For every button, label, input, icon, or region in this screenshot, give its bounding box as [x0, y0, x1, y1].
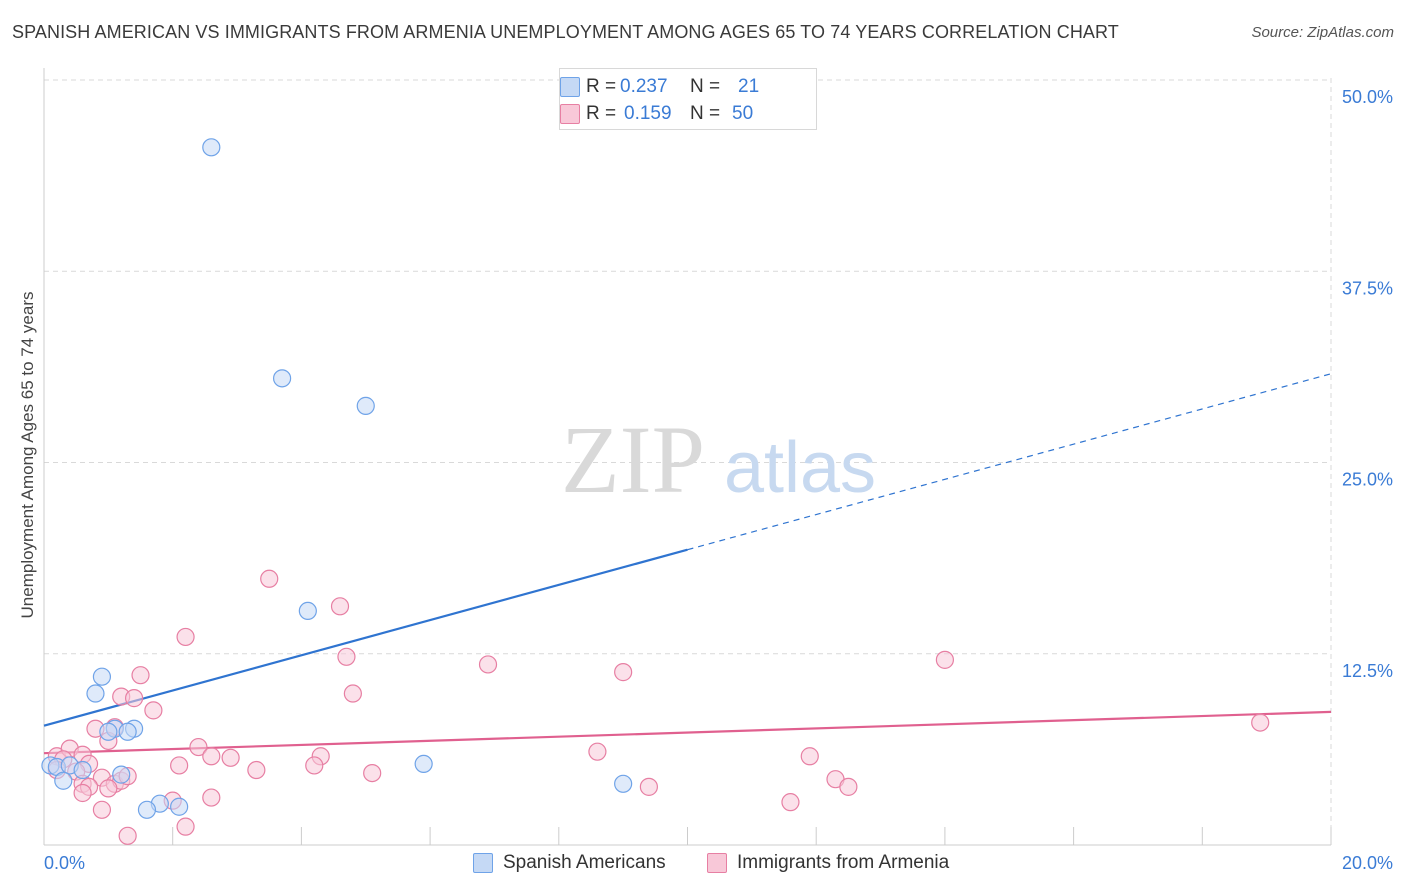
- stats-row-spanish-americans: R = 0.237 N = 21: [560, 75, 760, 99]
- point-immigrants-armenia: [614, 663, 633, 682]
- point-spanish-americans: [118, 722, 137, 741]
- r-key: R =: [586, 76, 617, 97]
- swatch-pink: [560, 104, 580, 124]
- point-immigrants-armenia: [176, 627, 195, 647]
- source-label: Source: ZipAtlas.com: [1251, 24, 1394, 41]
- swatch-blue: [560, 77, 580, 97]
- point-immigrants-armenia: [189, 737, 208, 757]
- stats-row-immigrants-armenia: R = 0.159 N = 50: [560, 102, 754, 126]
- axes: [43, 68, 1332, 846]
- stats-legend: R = 0.237 N = 21 R = 0.159 N = 50: [559, 68, 817, 130]
- point-spanish-americans: [54, 771, 73, 790]
- point-immigrants-armenia: [839, 777, 858, 796]
- point-immigrants-armenia: [588, 742, 607, 761]
- point-spanish-americans: [414, 754, 433, 774]
- point-immigrants-armenia: [478, 655, 498, 674]
- point-immigrants-armenia: [176, 817, 195, 836]
- point-immigrants-armenia: [221, 748, 240, 767]
- point-immigrants-armenia: [260, 569, 279, 588]
- point-spanish-americans: [92, 667, 112, 686]
- point-immigrants-armenia: [781, 793, 800, 812]
- series-legend: Spanish Americans Immigrants from Armeni…: [0, 852, 1406, 878]
- point-immigrants-armenia: [935, 650, 955, 669]
- y-tick-label: 12.5%: [1342, 661, 1393, 681]
- point-spanish-americans: [86, 684, 105, 703]
- watermark-atlas: atlas: [724, 428, 876, 508]
- point-immigrants-armenia: [247, 760, 266, 780]
- point-immigrants-armenia: [639, 777, 658, 796]
- point-immigrants-armenia: [800, 747, 819, 766]
- point-immigrants-armenia: [170, 756, 189, 775]
- legend-item-immigrants-armenia[interactable]: Immigrants from Armenia: [707, 852, 949, 874]
- x-tick-label: 20.0%: [1342, 853, 1393, 873]
- r-value: 0.159: [624, 103, 672, 124]
- chart-title: SPANISH AMERICAN VS IMMIGRANTS FROM ARME…: [12, 22, 1119, 42]
- point-spanish-americans: [202, 138, 221, 157]
- trend-line-solid: [43, 710, 1332, 755]
- data-points: [41, 138, 1270, 845]
- trend-line-solid: [43, 548, 688, 727]
- point-spanish-americans: [112, 765, 131, 784]
- point-immigrants-armenia: [202, 747, 221, 766]
- r-key: R =: [586, 103, 617, 124]
- point-spanish-americans: [272, 369, 292, 388]
- y-tick-label: 25.0%: [1342, 470, 1393, 490]
- n-key: N =: [690, 103, 721, 124]
- n-key: N =: [690, 76, 721, 97]
- point-spanish-americans: [137, 800, 157, 819]
- point-spanish-americans: [356, 396, 375, 415]
- watermark: ZIP atlas: [561, 406, 876, 513]
- point-immigrants-armenia: [99, 779, 118, 798]
- point-immigrants-armenia: [73, 783, 92, 803]
- point-immigrants-armenia: [363, 763, 382, 783]
- legend-swatch-blue: [473, 853, 493, 873]
- point-spanish-americans: [99, 722, 118, 741]
- point-spanish-americans: [170, 797, 189, 816]
- x-tick-label: 0.0%: [44, 853, 85, 873]
- point-immigrants-armenia: [337, 647, 356, 666]
- legend-item-spanish-americans[interactable]: Spanish Americans: [473, 852, 666, 874]
- point-immigrants-armenia: [124, 689, 144, 708]
- watermark-zip: ZIP: [561, 406, 705, 513]
- point-immigrants-armenia: [131, 666, 150, 685]
- legend-label: Spanish Americans: [503, 852, 666, 873]
- point-immigrants-armenia: [330, 597, 350, 616]
- point-immigrants-armenia: [343, 684, 362, 703]
- trend-line-dashed: [687, 373, 1332, 551]
- point-immigrants-armenia: [92, 800, 112, 819]
- y-tick-label: 37.5%: [1342, 278, 1393, 298]
- point-immigrants-armenia: [144, 701, 163, 720]
- point-immigrants-armenia: [118, 826, 137, 845]
- point-spanish-americans: [298, 601, 317, 621]
- point-immigrants-armenia: [305, 756, 324, 775]
- legend-label: Immigrants from Armenia: [737, 852, 950, 873]
- y-tick-label: 50.0%: [1342, 87, 1393, 107]
- legend-swatch-pink: [707, 853, 727, 873]
- point-immigrants-armenia: [202, 788, 221, 807]
- n-value: 50: [732, 103, 754, 124]
- point-spanish-americans: [73, 760, 92, 780]
- point-immigrants-armenia: [1251, 713, 1270, 732]
- r-value: 0.237: [620, 76, 668, 97]
- tick-labels: 12.5% 25.0% 37.5% 50.0% 0.0% 20.0%: [44, 87, 1393, 873]
- n-value: 21: [738, 76, 760, 97]
- point-spanish-americans: [614, 774, 633, 793]
- trend-lines: [43, 373, 1332, 755]
